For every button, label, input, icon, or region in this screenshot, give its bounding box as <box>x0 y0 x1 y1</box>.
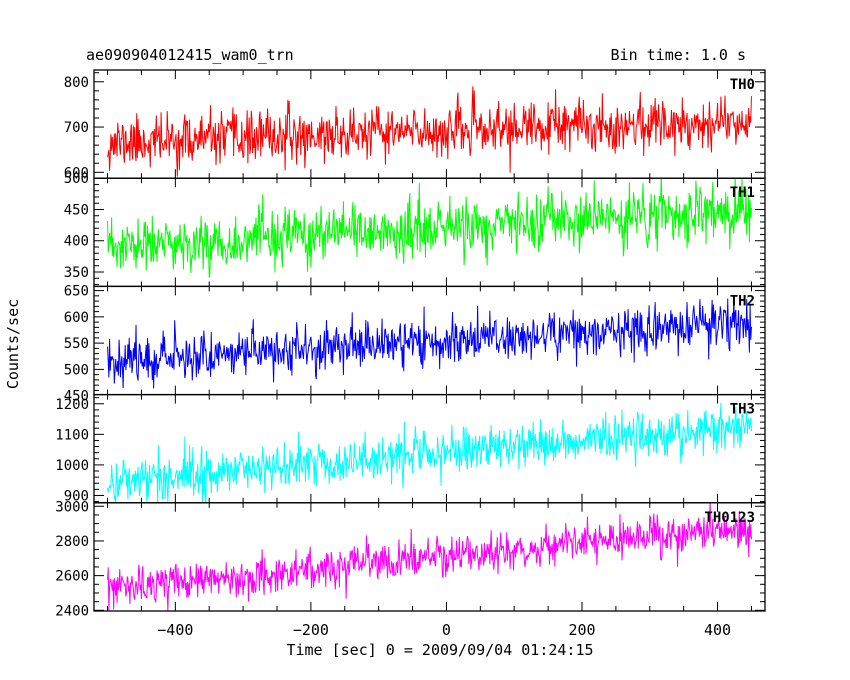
x-axis-ticks: −400 −200 0 200 400 <box>157 621 731 639</box>
panel-label-th1: TH1 <box>730 185 755 201</box>
panel-label-th2: TH2 <box>730 293 755 309</box>
panel-frame <box>93 177 766 288</box>
series-line-th3 <box>107 402 752 503</box>
panel-th2: 450 500 550 600 650 TH2 <box>64 284 766 405</box>
y-tick-label: 800 <box>64 75 89 91</box>
y-tick-label: 1000 <box>55 458 89 474</box>
x-tick-label: −200 <box>293 621 329 639</box>
y-axis-label: Counts/sec <box>4 299 22 389</box>
y-tick-label: 1200 <box>55 397 89 413</box>
bin-time-label: Bin time: 1.0 s <box>611 46 746 64</box>
series-line-th2 <box>107 298 752 389</box>
y-tick-label: 700 <box>64 120 89 136</box>
y-tick-label: 350 <box>64 265 89 281</box>
y-tick-label: 400 <box>64 234 89 250</box>
y-tick-label: 650 <box>64 284 89 300</box>
series-line-th0 <box>107 86 752 177</box>
y-tick-label: 1100 <box>55 427 89 443</box>
y-tick-label: 2800 <box>55 534 89 550</box>
x-tick-label: 200 <box>568 621 595 639</box>
series-line-th0123 <box>107 502 752 611</box>
y-tick-label: 3000 <box>55 499 89 515</box>
panel-th0: 600 700 800 TH0 <box>64 69 766 181</box>
panel-th0123: 2400 2600 2800 3000 TH0123 <box>55 499 766 619</box>
x-axis-label: Time [sec] 0 = 2009/09/04 01:24:15 <box>286 641 593 659</box>
y-tick-label: 2600 <box>55 569 89 585</box>
x-tick-label: 0 <box>442 621 451 639</box>
y-tick-label: 900 <box>64 488 89 504</box>
x-tick-label: 400 <box>704 621 731 639</box>
y-tick-label: 500 <box>64 362 89 378</box>
x-tick-label: −400 <box>157 621 193 639</box>
panel-label-th0123: TH0123 <box>704 510 755 526</box>
panel-label-th0: TH0 <box>730 77 755 93</box>
y-tick-label: 450 <box>64 389 89 405</box>
y-tick-label: 2400 <box>55 603 89 619</box>
panel-th3: 900 1000 1100 1200 TH3 <box>55 393 766 504</box>
y-tick-label: 450 <box>64 202 89 218</box>
y-tick-label: 600 <box>64 310 89 326</box>
series-line-th1 <box>107 178 752 278</box>
y-tick-label: 600 <box>64 165 89 181</box>
observation-id-title: ae090904012415_wam0_trn <box>86 46 294 64</box>
y-tick-label: 550 <box>64 336 89 352</box>
panel-label-th3: TH3 <box>730 402 755 418</box>
y-tick-label: 500 <box>64 171 89 187</box>
panel-th1: 350 400 450 500 TH1 <box>64 171 766 288</box>
panel-frame <box>93 502 766 612</box>
